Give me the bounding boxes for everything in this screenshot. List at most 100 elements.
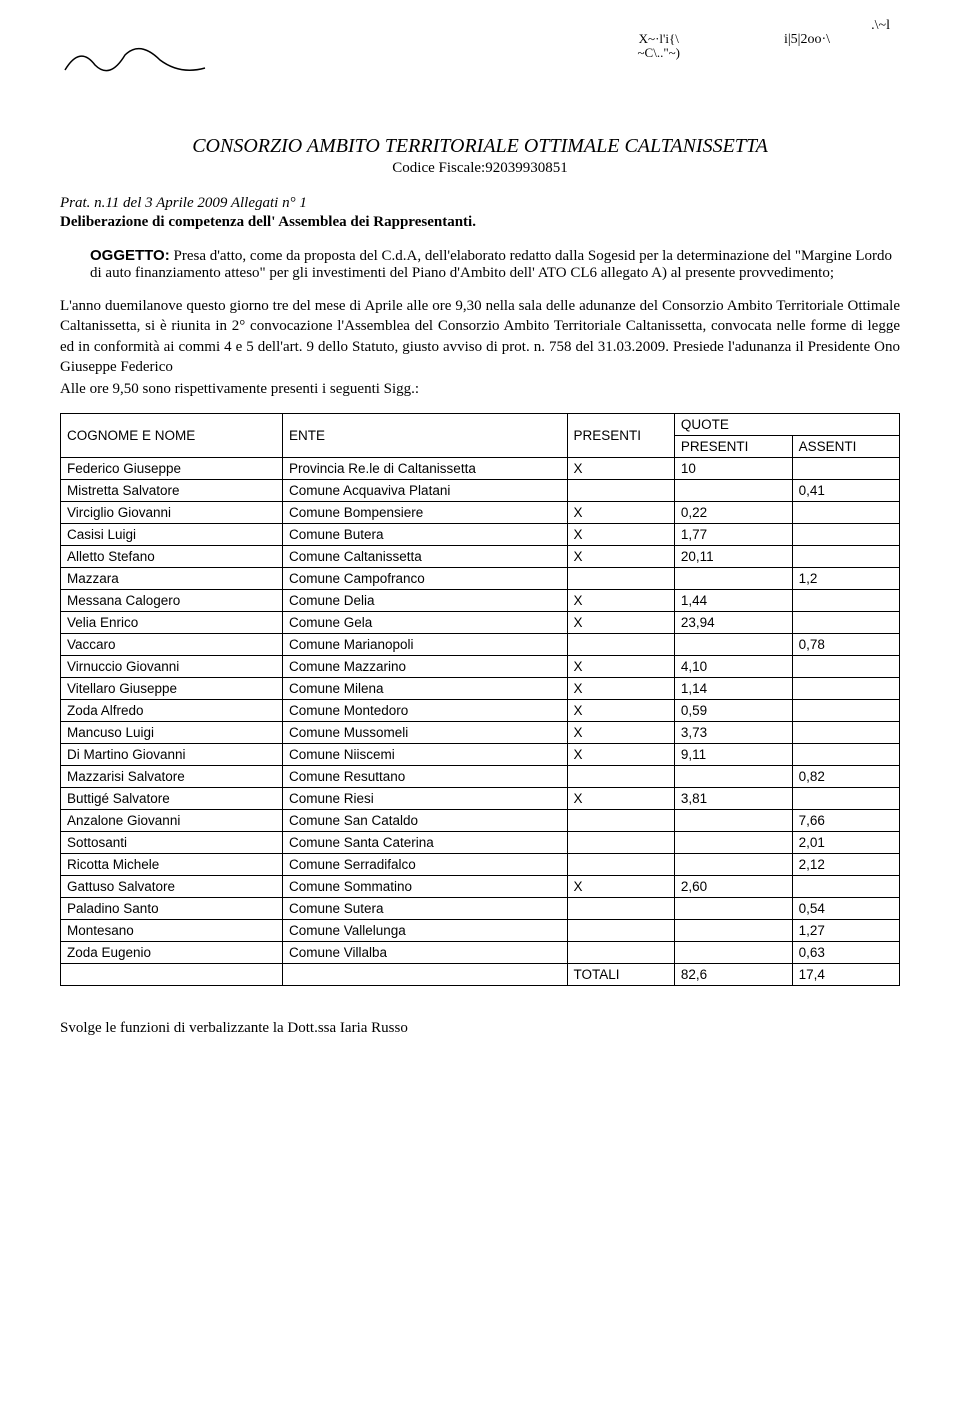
subject-label: OGGETTO:	[90, 247, 170, 264]
cell-quota-presente: 9,11	[674, 744, 792, 766]
cell-quota-assente	[792, 656, 899, 678]
table-row: Anzalone GiovanniComune San Cataldo7,66	[61, 810, 900, 832]
cell-ente: Comune Mussomeli	[282, 722, 567, 744]
cell-quota-presente: 20,11	[674, 546, 792, 568]
table-row: Mancuso LuigiComune MussomeliX3,73	[61, 722, 900, 744]
subject-block: OGGETTO: Presa d'atto, come da proposta …	[60, 247, 900, 282]
cell-presenza: X	[567, 590, 674, 612]
cell-ente: Comune Campofranco	[282, 568, 567, 590]
col-quote: QUOTE	[674, 414, 899, 436]
col-quote-assenti: ASSENTI	[792, 436, 899, 458]
cell-nome: Buttigé Salvatore	[61, 788, 283, 810]
cell-nome: Vaccaro	[61, 634, 283, 656]
cell-quota-presente	[674, 480, 792, 502]
cell-quota-presente	[674, 568, 792, 590]
cell-quota-assente	[792, 612, 899, 634]
cell-presenza	[567, 942, 674, 964]
cell-ente: Comune Mazzarino	[282, 656, 567, 678]
table-header-row-1: COGNOME E NOME ENTE PRESENTI QUOTE	[61, 414, 900, 436]
cell-ente: Comune Villalba	[282, 942, 567, 964]
table-row: Zoda AlfredoComune MontedoroX0,59	[61, 700, 900, 722]
table-row: Mazzarisi SalvatoreComune Resuttano0,82	[61, 766, 900, 788]
cell-quota-presente: 1,14	[674, 678, 792, 700]
table-row: Zoda EugenioComune Villalba0,63	[61, 942, 900, 964]
cell-quota-presente	[674, 634, 792, 656]
cell-presenza: X	[567, 788, 674, 810]
cell-quota-assente	[792, 700, 899, 722]
cell-quota-assente: 0,78	[792, 634, 899, 656]
table-row: Virciglio GiovanniComune BompensiereX0,2…	[61, 502, 900, 524]
cell-ente: Comune Niiscemi	[282, 744, 567, 766]
cell-nome: Montesano	[61, 920, 283, 942]
cell-quota-assente	[792, 722, 899, 744]
cell-quota-assente: 0,54	[792, 898, 899, 920]
cell-nome: Velia Enrico	[61, 612, 283, 634]
cell-quota-assente	[792, 546, 899, 568]
cell-presenza	[567, 568, 674, 590]
cell-presenza: X	[567, 524, 674, 546]
col-cognome: COGNOME E NOME	[61, 414, 283, 458]
cell-quota-assente: 1,2	[792, 568, 899, 590]
cell-quota-assente: 2,01	[792, 832, 899, 854]
col-ente: ENTE	[282, 414, 567, 458]
cell-quota-assente	[792, 524, 899, 546]
cell-nome: Zoda Eugenio	[61, 942, 283, 964]
cell-presenza: X	[567, 722, 674, 744]
cell-quota-presente	[674, 766, 792, 788]
cell-quota-assente	[792, 788, 899, 810]
cell-presenza: X	[567, 656, 674, 678]
cell-nome: Messana Calogero	[61, 590, 283, 612]
cell-presenza: X	[567, 744, 674, 766]
cell-nome: Mazzara	[61, 568, 283, 590]
cell-ente: Comune Riesi	[282, 788, 567, 810]
cell-quota-presente: 4,10	[674, 656, 792, 678]
cell-nome: Di Martino Giovanni	[61, 744, 283, 766]
cell-ente: Comune Vallelunga	[282, 920, 567, 942]
col-presenti: PRESENTI	[567, 414, 674, 458]
cell-presenza	[567, 810, 674, 832]
cell-ente: Provincia Re.le di Caltanissetta	[282, 458, 567, 480]
cell-nome: Mistretta Salvatore	[61, 480, 283, 502]
cell-ente: Comune Bompensiere	[282, 502, 567, 524]
cell-quota-presente	[674, 898, 792, 920]
body-paragraph-2: Alle ore 9,50 sono rispettivamente prese…	[60, 379, 900, 399]
table-row: Velia EnricoComune GelaX23,94	[61, 612, 900, 634]
cell-ente: Comune Sutera	[282, 898, 567, 920]
table-row: Federico GiuseppeProvincia Re.le di Calt…	[61, 458, 900, 480]
cell-ente: Comune Butera	[282, 524, 567, 546]
cell-nome: Ricotta Michele	[61, 854, 283, 876]
cell-nome: Casisi Luigi	[61, 524, 283, 546]
attendance-table: COGNOME E NOME ENTE PRESENTI QUOTE PRESE…	[60, 413, 900, 986]
cell-quota-presente	[674, 942, 792, 964]
cell-ente: Comune Acquaviva Platani	[282, 480, 567, 502]
cell-quota-assente	[792, 876, 899, 898]
cell-ente: Comune Marianopoli	[282, 634, 567, 656]
date-scribble: i|5|2oo·\	[784, 32, 830, 48]
cell-presenza	[567, 854, 674, 876]
cell-nome: Anzalone Giovanni	[61, 810, 283, 832]
table-row: Messana CalogeroComune DeliaX1,44	[61, 590, 900, 612]
cell-quota-presente	[674, 832, 792, 854]
cell-quota-presente: 0,59	[674, 700, 792, 722]
body-paragraph-1: L'anno duemilanove questo giorno tre del…	[60, 296, 900, 377]
table-row: Mistretta SalvatoreComune Acquaviva Plat…	[61, 480, 900, 502]
cell-quota-assente: 2,12	[792, 854, 899, 876]
totals-presenti: 82,6	[674, 964, 792, 986]
cell-quota-assente	[792, 458, 899, 480]
cell-presenza	[567, 766, 674, 788]
cell-quota-presente	[674, 854, 792, 876]
cell-presenza: X	[567, 612, 674, 634]
cell-presenza	[567, 480, 674, 502]
cell-nome: Federico Giuseppe	[61, 458, 283, 480]
cell-presenza	[567, 898, 674, 920]
cell-quota-assente: 7,66	[792, 810, 899, 832]
cell-nome: Mazzarisi Salvatore	[61, 766, 283, 788]
table-row: Ricotta MicheleComune Serradifalco 2,12	[61, 854, 900, 876]
totals-row: TOTALI 82,6 17,4	[61, 964, 900, 986]
cell-nome: Alletto Stefano	[61, 546, 283, 568]
cell-nome: Zoda Alfredo	[61, 700, 283, 722]
cell-ente: Comune Resuttano	[282, 766, 567, 788]
cell-ente: Comune Serradifalco	[282, 854, 567, 876]
cell-ente: Comune Gela	[282, 612, 567, 634]
cell-quota-presente: 3,81	[674, 788, 792, 810]
